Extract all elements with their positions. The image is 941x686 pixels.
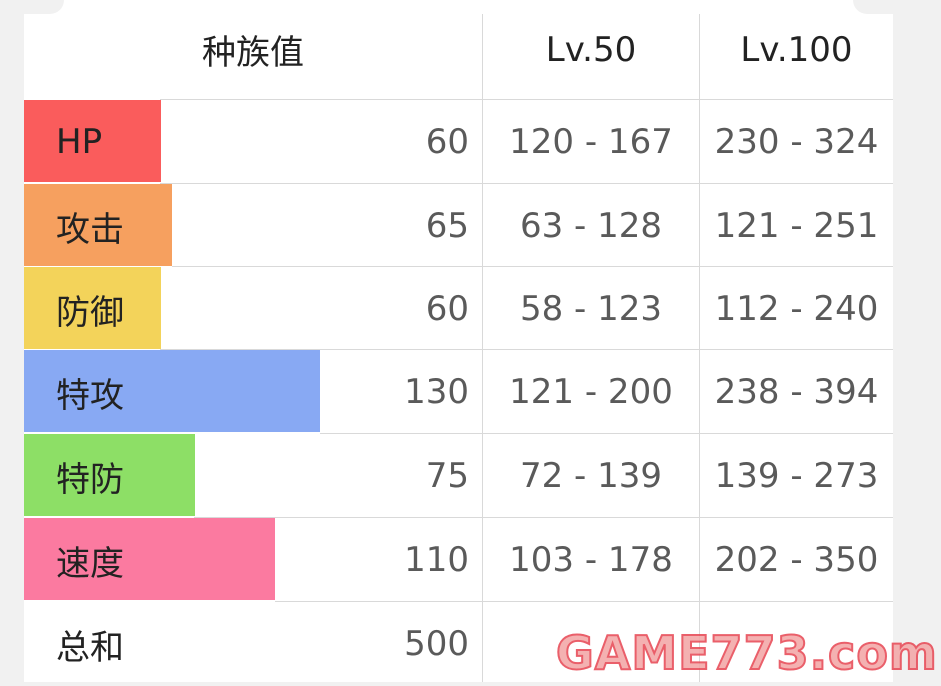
stat-bar-speed	[24, 518, 275, 600]
header-lv50: Lv.50	[545, 29, 637, 70]
stat-label-speed: 速度	[56, 543, 124, 584]
lv50-range-sp-defense: 72 - 139	[519, 456, 663, 496]
header-base-stat: 种族值	[202, 33, 304, 73]
stat-bar-sp-defense	[24, 434, 195, 516]
stat-row-hp: HP 60 120 - 167 230 - 324	[24, 100, 893, 184]
stat-label-attack: 攻击	[56, 209, 124, 250]
lv50-range-hp: 120 - 167	[509, 122, 673, 162]
stat-label-sp-defense: 特防	[56, 459, 124, 500]
watermark-logo: GAME773.com	[555, 625, 938, 681]
header-divider	[160, 99, 893, 100]
stat-row-attack: 攻击 65 63 - 128 121 - 251	[24, 184, 893, 268]
base-value-sp-attack: 130	[404, 372, 469, 412]
total-value: 500	[404, 624, 469, 664]
row-divider	[320, 433, 893, 434]
card-corner-right	[853, 0, 893, 14]
lv100-range-attack: 121 - 251	[714, 206, 879, 246]
row-divider	[275, 601, 893, 602]
lv50-range-defense: 58 - 123	[519, 289, 663, 329]
stat-bar-hp	[24, 100, 161, 182]
lv100-range-speed: 202 - 350	[714, 540, 879, 580]
stat-row-sp-attack: 特攻 130 121 - 200 238 - 394	[24, 350, 893, 434]
stat-bar-sp-attack	[24, 350, 320, 432]
lv100-range-hp: 230 - 324	[714, 122, 879, 162]
lv50-range-attack: 63 - 128	[519, 206, 663, 246]
lv50-range-speed: 103 - 178	[509, 540, 673, 580]
stat-row-defense: 防御 60 58 - 123 112 - 240	[24, 267, 893, 351]
lv100-range-sp-attack: 238 - 394	[714, 372, 879, 412]
total-label: 总和	[56, 627, 124, 668]
stat-row-sp-defense: 特防 75 72 - 139 139 - 273	[24, 434, 893, 518]
lv50-range-sp-attack: 121 - 200	[509, 372, 673, 412]
card-corner-left	[24, 0, 64, 14]
total-row: 总和 500	[24, 602, 893, 686]
row-divider	[194, 517, 893, 518]
base-value-sp-defense: 75	[425, 456, 469, 496]
lv100-range-sp-defense: 139 - 273	[714, 456, 879, 496]
base-value-defense: 60	[425, 289, 469, 329]
column-divider-lv100	[699, 14, 700, 682]
lv100-range-defense: 112 - 240	[714, 289, 879, 329]
base-value-hp: 60	[425, 122, 469, 162]
stat-label-sp-attack: 特攻	[56, 375, 124, 416]
stat-bar-attack	[24, 184, 172, 266]
stat-bar-defense	[24, 267, 161, 349]
row-divider	[160, 183, 893, 184]
column-divider-lv50	[482, 14, 483, 682]
row-divider	[160, 349, 893, 350]
stat-label-defense: 防御	[56, 292, 124, 333]
stat-label-hp: HP	[56, 122, 103, 162]
row-divider	[172, 266, 893, 267]
base-value-speed: 110	[404, 540, 469, 580]
header-lv100: Lv.100	[740, 29, 853, 70]
base-value-attack: 65	[425, 206, 469, 246]
stat-row-speed: 速度 110 103 - 178 202 - 350	[24, 518, 893, 602]
